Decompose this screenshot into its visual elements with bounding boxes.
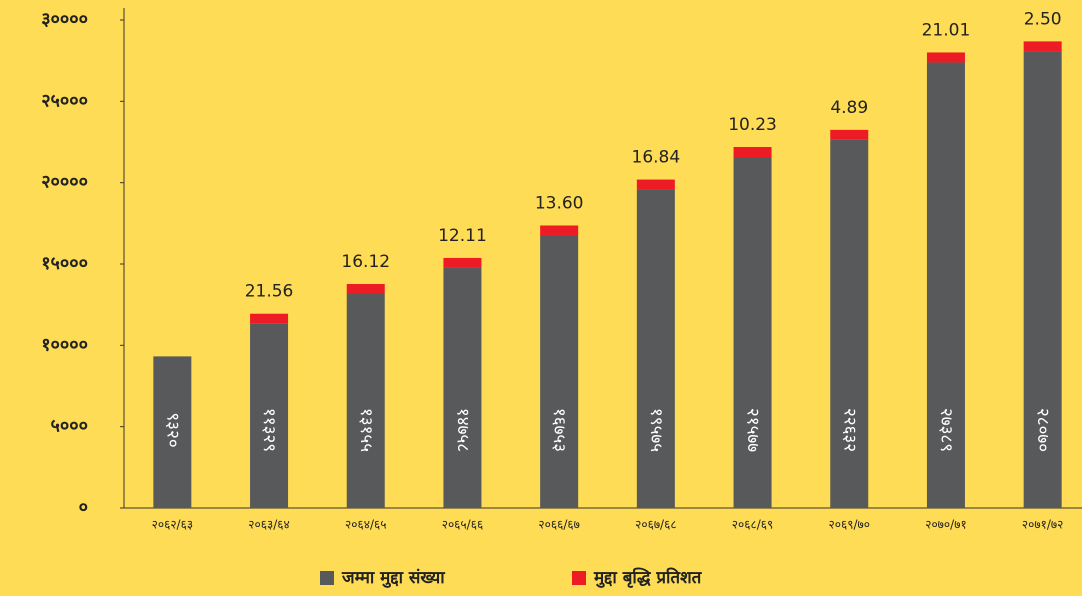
- x-tick-label: २०६४/६५: [345, 518, 386, 532]
- x-tick-label: २०७०/७१: [925, 518, 966, 532]
- x-tick-label: २०६८/६९: [732, 518, 773, 532]
- growth-cap: [830, 129, 869, 140]
- x-tick-label: २०६२/६३: [152, 518, 193, 532]
- growth-label: 12.11: [438, 226, 487, 246]
- y-tick-label: १००००: [41, 334, 88, 355]
- bar-value-label: १४७५८: [452, 408, 472, 452]
- bar: [443, 267, 482, 508]
- growth-label: 10.23: [728, 115, 777, 135]
- legend-label: मुद्दा बृद्धि प्रतिशत: [593, 567, 703, 588]
- growth-label: 21.01: [922, 20, 971, 40]
- growth-label: 21.56: [245, 282, 294, 302]
- bar-value-label: १३१५५: [356, 408, 376, 452]
- y-tick-label: २५०००: [41, 90, 88, 111]
- growth-cap: [926, 52, 965, 63]
- x-tick-label: २०६७/६८: [635, 518, 676, 532]
- growth-label: 2.50: [1024, 9, 1062, 29]
- bar: [1023, 51, 1062, 509]
- x-tick-label: २०७१/७२: [1022, 518, 1063, 532]
- legend-label: जम्मा मुद्दा संख्या: [341, 568, 445, 588]
- bar-value-label: २८०७०: [1033, 408, 1053, 452]
- bar: [733, 157, 772, 508]
- bar-value-label: ९३२०: [162, 412, 182, 447]
- bar-value-label: २२६३२: [839, 408, 859, 452]
- y-tick-label: ०: [79, 497, 88, 518]
- legend-swatch: [572, 571, 586, 585]
- y-tick-label: ५०००: [51, 416, 88, 437]
- bar-value-label: १६७५३: [549, 408, 569, 452]
- y-tick-label: २००००: [41, 172, 88, 193]
- bar: [540, 235, 579, 508]
- y-tick-label: १५०००: [41, 253, 88, 274]
- growth-cap: [636, 179, 675, 190]
- bar: [830, 139, 869, 509]
- growth-label: 4.89: [830, 98, 868, 118]
- growth-label: 16.12: [341, 252, 390, 272]
- legend-swatch: [320, 571, 334, 585]
- growth-cap: [540, 225, 579, 236]
- growth-cap: [733, 147, 772, 158]
- bar-value-label: २१५७७: [743, 408, 763, 452]
- bar-value-label: ११३२९: [259, 408, 279, 452]
- x-tick-label: २०६३/६४: [248, 518, 289, 532]
- bar-value-label: १९५७५: [646, 408, 666, 452]
- bar: [926, 62, 965, 509]
- bar: [636, 189, 675, 508]
- growth-cap: [346, 284, 385, 295]
- growth-label: 16.84: [632, 148, 681, 168]
- bar: [250, 323, 289, 508]
- x-tick-label: २०६९/७०: [829, 518, 870, 532]
- y-tick-label: ३००००: [41, 9, 88, 30]
- bar: [346, 294, 385, 508]
- growth-cap: [1023, 41, 1062, 52]
- growth-label: 13.60: [535, 193, 584, 213]
- bar-value-label: २७३८९: [936, 408, 956, 452]
- x-tick-label: २०६५/६६: [442, 518, 483, 532]
- x-tick-label: २०६६/६७: [538, 518, 579, 532]
- growth-cap: [250, 313, 289, 324]
- growth-cap: [443, 257, 482, 268]
- bar: [153, 356, 192, 508]
